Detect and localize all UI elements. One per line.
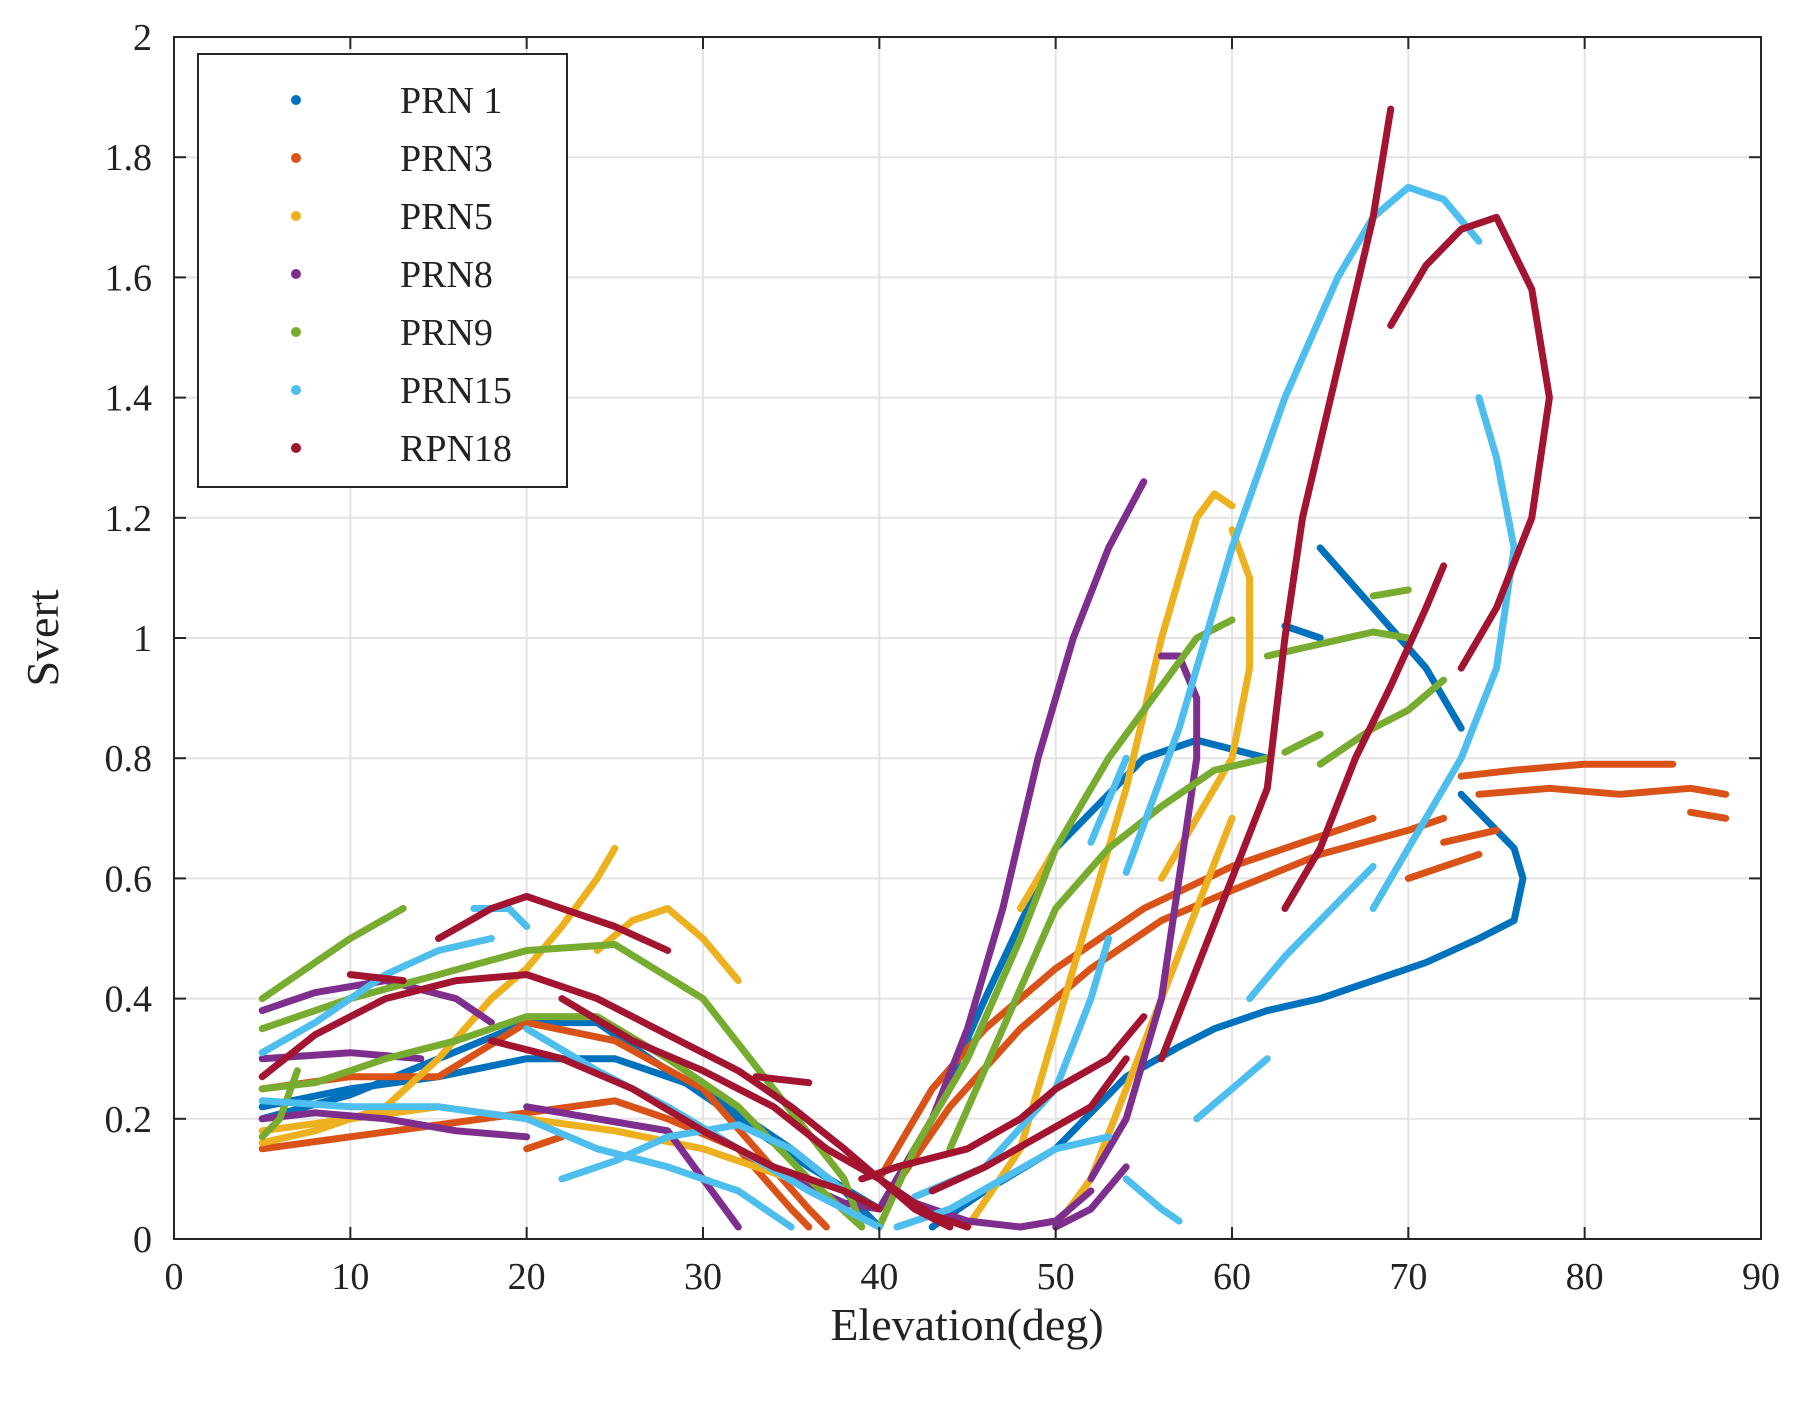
series-prn3 [258, 760, 1730, 1231]
x-tick-label: 60 [1213, 1256, 1251, 1298]
data-series-track [752, 1073, 813, 1087]
y-tick-label: 0.4 [105, 979, 153, 1021]
legend-marker [291, 443, 301, 453]
data-series-track [1122, 1175, 1183, 1225]
x-tick-label: 10 [331, 1256, 369, 1298]
x-tick-label: 90 [1742, 1256, 1780, 1298]
data-series-track [258, 1097, 672, 1153]
x-tick-label: 0 [165, 1256, 184, 1298]
data-series-track [928, 1055, 1130, 1195]
data-series-track [1457, 760, 1677, 780]
series-prn9 [258, 586, 1448, 1231]
y-axis-title: Svert [17, 589, 68, 686]
y-tick-label: 0 [133, 1219, 152, 1261]
legend-marker [291, 269, 301, 279]
data-series-track [858, 1013, 1148, 1183]
data-series-track [258, 941, 866, 1231]
y-tick-label: 0.8 [105, 738, 153, 780]
legend-box [197, 53, 568, 488]
y-tick-label: 2 [133, 17, 152, 59]
data-series-track [258, 905, 407, 1003]
y-tick-label: 1.8 [105, 137, 153, 179]
data-series-track [1440, 826, 1500, 846]
legend-label: PRN 1 [400, 80, 502, 122]
legend-marker [291, 153, 301, 163]
y-tick-label: 1.4 [105, 378, 153, 420]
legend-label: PRN5 [400, 196, 493, 238]
y-tick-label: 1.2 [105, 498, 153, 540]
data-series-track [558, 995, 971, 1231]
legend-label: PRN3 [400, 138, 493, 180]
axis-ticks: 0 10 20 30 40 50 60 70 80 90 0 0.2 0.4 0.6 0.8 1 1.2 1.4 1… [105, 17, 1781, 1298]
data-series-track [523, 1133, 566, 1153]
data-series-track [1193, 1055, 1271, 1123]
legend-marker [291, 327, 301, 337]
legend-label: PRN9 [400, 312, 493, 354]
data-series-track [1475, 784, 1730, 798]
x-tick-label: 80 [1566, 1256, 1604, 1298]
y-tick-label: 0.6 [105, 858, 153, 900]
x-tick-label: 50 [1037, 1256, 1075, 1298]
data-series-track [1052, 1163, 1130, 1231]
data-series-track [1087, 754, 1130, 846]
data-series-track [1246, 862, 1377, 1003]
data-series-track [523, 1103, 742, 1231]
data-series-track [875, 814, 1377, 1183]
data-series-track [1281, 562, 1448, 912]
legend: PRN 1 PRN3 PRN5 PRN8 PRN9 PRN15 RPN18 [197, 53, 568, 488]
legend-label: RPN18 [400, 428, 512, 470]
data-series-track [1263, 628, 1412, 660]
legend-marker [291, 95, 301, 105]
x-tick-label: 70 [1389, 1256, 1427, 1298]
data-series-track [1016, 1187, 1095, 1231]
x-tick-label: 20 [508, 1256, 546, 1298]
data-series-track [1687, 808, 1730, 822]
data-series-track [875, 616, 1236, 1231]
data-series-track [1369, 394, 1518, 912]
y-tick-label: 1 [133, 618, 152, 660]
data-series-track [1281, 622, 1324, 642]
data-series-track [1369, 586, 1412, 600]
data-series-track [435, 892, 672, 954]
data-series-track [258, 1097, 795, 1231]
data-series-track [875, 814, 1448, 1213]
data-series-track [1052, 814, 1236, 1231]
legend-label: PRN15 [400, 370, 512, 412]
data-series-track [1122, 183, 1483, 876]
x-tick-label: 30 [684, 1256, 722, 1298]
data-series-track [258, 1109, 531, 1141]
legend-marker [291, 385, 301, 395]
series-layer [258, 105, 1730, 1231]
data-series-track [346, 971, 407, 985]
legend-label: PRN8 [400, 254, 493, 296]
data-series-track [487, 1037, 883, 1213]
data-series-track [258, 1019, 830, 1231]
x-tick-label: 40 [860, 1256, 898, 1298]
x-axis-title: Elevation(deg) [830, 1299, 1103, 1350]
data-series-track [258, 1067, 301, 1141]
legend-marker [291, 211, 301, 221]
data-series-track [1404, 850, 1483, 882]
y-tick-label: 0.2 [105, 1099, 153, 1141]
data-series-track [258, 935, 495, 1057]
series-rpn18 [258, 105, 1553, 1231]
data-series-track [1387, 213, 1553, 672]
data-series-track [1158, 526, 1254, 882]
data-series-track [946, 754, 1271, 1153]
data-series-track [1316, 676, 1448, 768]
data-series-track [1158, 105, 1395, 1063]
data-series-track [1281, 730, 1324, 756]
y-tick-label: 1.6 [105, 257, 153, 299]
data-series-track [928, 790, 1527, 1231]
